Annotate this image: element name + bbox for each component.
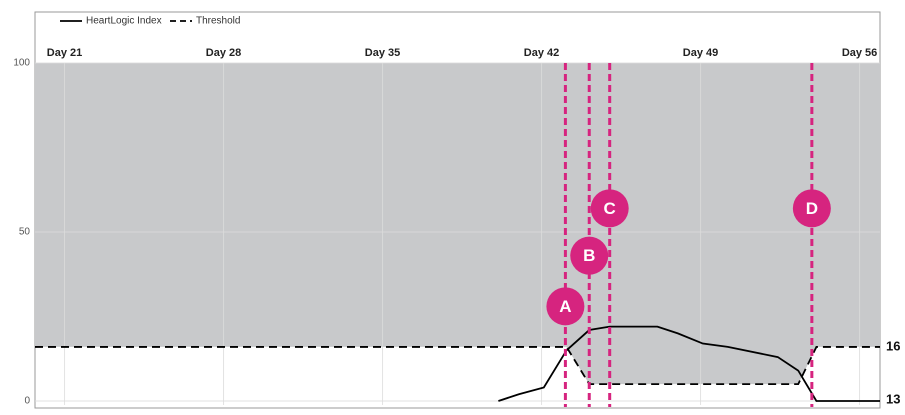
- event-label: D: [806, 199, 818, 218]
- event-label: A: [559, 297, 571, 316]
- x-tick-label: Day 35: [365, 47, 400, 59]
- x-tick-label: Day 56: [842, 47, 877, 59]
- legend-label: HeartLogic Index: [86, 16, 162, 27]
- x-tick-label: Day 21: [47, 47, 82, 59]
- legend-label: Threshold: [196, 16, 240, 27]
- event-marker: [590, 189, 629, 228]
- x-tick-label: Day 42: [524, 47, 559, 59]
- event-marker: [570, 236, 609, 275]
- end-label: 13: [886, 391, 900, 406]
- series-line: [35, 346, 880, 385]
- y-tick-label: 50: [19, 227, 31, 238]
- series-line: [498, 325, 880, 402]
- shaded-area: [35, 63, 880, 385]
- y-tick-label: 0: [24, 396, 30, 407]
- end-label: 16: [886, 338, 900, 353]
- x-tick-label: Day 28: [206, 47, 241, 59]
- event-label: B: [583, 246, 595, 265]
- event-marker: [546, 287, 585, 326]
- event-marker: [792, 189, 831, 228]
- event-label: C: [604, 199, 616, 218]
- x-tick-label: Day 49: [683, 47, 718, 59]
- y-tick-label: 100: [13, 58, 30, 69]
